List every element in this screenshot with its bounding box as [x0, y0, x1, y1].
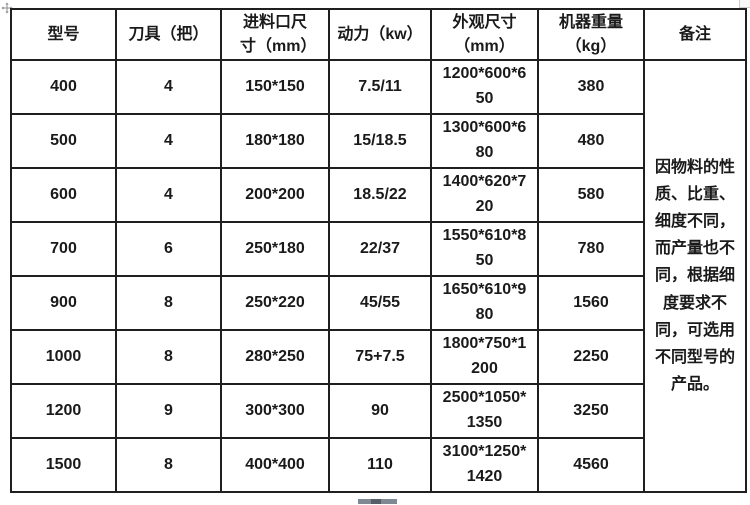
- cell-feed-size: 280*250: [220, 329, 330, 385]
- table-move-handle-icon[interactable]: [1, 1, 13, 14]
- cell-model: 600: [10, 167, 117, 223]
- cell-power: 45/55: [328, 275, 432, 331]
- cell-knives: 9: [115, 383, 222, 439]
- cell-dimensions: 1200*600*650: [430, 59, 539, 115]
- table-row: 600 4 200*200 18.5/22 1400*620*720 580: [10, 167, 746, 223]
- cell-weight: 4560: [537, 437, 645, 493]
- cell-knives: 4: [115, 167, 222, 223]
- cell-knives: 4: [115, 113, 222, 169]
- cell-model: 500: [10, 113, 117, 169]
- table-corner-handle: [739, 0, 750, 8]
- table-header-row: 型号 刀具（把） 进料口尺寸（mm） 动力（kw） 外观尺寸（mm） 机器重量（…: [10, 8, 747, 61]
- spec-table: 型号 刀具（把） 进料口尺寸（mm） 动力（kw） 外观尺寸（mm） 机器重量（…: [10, 8, 747, 493]
- table-body: 400 4 150*150 7.5/11 1200*600*650 380 因物料的性质、比…: [10, 59, 747, 493]
- horizontal-scrollbar-thumb[interactable]: [358, 499, 397, 504]
- header-remark: 备注: [643, 8, 747, 61]
- table-row: 1200 9 300*300 90 2500*1050*1350 3250: [10, 383, 746, 439]
- header-power: 动力（kw）: [328, 8, 432, 61]
- cell-weight: 2250: [537, 329, 645, 385]
- cell-power: 15/18.5: [328, 113, 432, 169]
- cell-weight: 580: [537, 167, 645, 223]
- scrollbar-notch: [371, 499, 381, 504]
- cell-dimensions: 1800*750*1200: [430, 329, 539, 385]
- cell-feed-size: 300*300: [220, 383, 330, 439]
- cell-dimensions: 2500*1050*1350: [430, 383, 539, 439]
- table-row: 500 4 180*180 15/18.5 1300*600*680 480: [10, 113, 746, 169]
- table-row: 1500 8 400*400 110 3100*1250*1420 4560: [10, 437, 746, 493]
- cell-power: 7.5/11: [328, 59, 432, 115]
- cell-feed-size: 250*180: [220, 221, 330, 277]
- cell-dimensions: 1400*620*720: [430, 167, 539, 223]
- cell-remark: 因物料的性质、比重、细度不同，而产量也不同，根据细度要求不同，可选用不同型号的产…: [643, 59, 747, 493]
- cell-feed-size: 400*400: [220, 437, 330, 493]
- cell-model: 1500: [10, 437, 117, 493]
- cell-power: 110: [328, 437, 432, 493]
- cell-weight: 780: [537, 221, 645, 277]
- cell-knives: 8: [115, 329, 222, 385]
- cell-power: 75+7.5: [328, 329, 432, 385]
- header-model: 型号: [10, 8, 117, 61]
- cell-power: 18.5/22: [328, 167, 432, 223]
- remark-text: 因物料的性质、比重、细度不同，而产量也不同，根据细度要求不同，可选用不同型号的产…: [654, 158, 735, 394]
- header-weight: 机器重量（kg）: [537, 8, 645, 61]
- table-row: 700 6 250*180 22/37 1550*610*850 780: [10, 221, 746, 277]
- cell-feed-size: 150*150: [220, 59, 330, 115]
- cell-weight: 380: [537, 59, 645, 115]
- cell-feed-size: 200*200: [220, 167, 330, 223]
- cell-model: 1000: [10, 329, 117, 385]
- cell-knives: 8: [115, 437, 222, 493]
- header-dimensions: 外观尺寸（mm）: [430, 8, 539, 61]
- cell-feed-size: 250*220: [220, 275, 330, 331]
- header-knives: 刀具（把）: [115, 8, 222, 61]
- cell-weight: 480: [537, 113, 645, 169]
- cell-dimensions: 1300*600*680: [430, 113, 539, 169]
- cell-dimensions: 1650*610*980: [430, 275, 539, 331]
- cell-power: 22/37: [328, 221, 432, 277]
- cell-knives: 8: [115, 275, 222, 331]
- cell-model: 700: [10, 221, 117, 277]
- cell-dimensions: 3100*1250*1420: [430, 437, 539, 493]
- cell-power: 90: [328, 383, 432, 439]
- table-row: 1000 8 280*250 75+7.5 1800*750*1200 2250: [10, 329, 746, 385]
- table-row: 900 8 250*220 45/55 1650*610*980 1560: [10, 275, 746, 331]
- cell-knives: 6: [115, 221, 222, 277]
- header-feed-size: 进料口尺寸（mm）: [220, 8, 330, 61]
- cell-feed-size: 180*180: [220, 113, 330, 169]
- cell-weight: 1560: [537, 275, 645, 331]
- cell-model: 400: [10, 59, 117, 115]
- cell-knives: 4: [115, 59, 222, 115]
- table-row: 400 4 150*150 7.5/11 1200*600*650 380 因物料的性质、比…: [10, 59, 747, 493]
- cell-dimensions: 1550*610*850: [430, 221, 539, 277]
- cell-weight: 3250: [537, 383, 645, 439]
- cell-model: 900: [10, 275, 117, 331]
- cell-model: 1200: [10, 383, 117, 439]
